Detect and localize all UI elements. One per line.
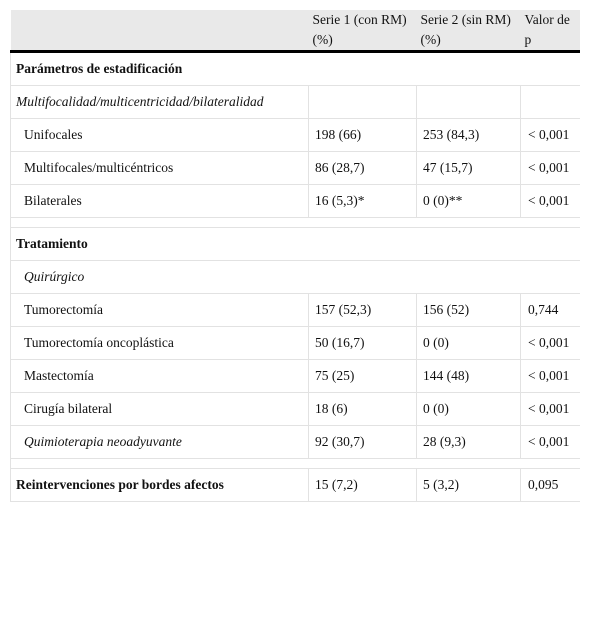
header-cell: Valor de p	[520, 10, 580, 53]
row-label: Reintervenciones por bordes afectos	[10, 468, 309, 502]
empty-cell	[416, 85, 521, 119]
table-row: Parámetros de estadificación	[10, 51, 580, 86]
value-cell: < 0,001	[520, 184, 580, 218]
value-cell: 0 (0)**	[416, 184, 521, 218]
value-cell: 75 (25)	[308, 359, 417, 393]
row-label: Tumorectomía oncoplástica	[10, 326, 309, 360]
value-cell: 0,095	[520, 468, 580, 502]
data-table: Serie 1 (con RM) (%) Serie 2 (sin RM) (%…	[10, 10, 580, 502]
value-cell: 15 (7,2)	[308, 468, 417, 502]
table-row: Tumorectomía 157 (52,3) 156 (52) 0,744	[10, 293, 580, 327]
value-cell: 5 (3,2)	[416, 468, 521, 502]
empty-cell	[520, 85, 580, 119]
row-label: Quimioterapia neoadyuvante	[10, 425, 309, 459]
value-cell: 0 (0)	[416, 326, 521, 360]
row-label: Parámetros de estadificación	[10, 51, 580, 86]
value-cell: < 0,001	[520, 151, 580, 185]
spacer-cell	[10, 217, 580, 228]
value-cell: 28 (9,3)	[416, 425, 521, 459]
row-label: Tumorectomía	[10, 293, 309, 327]
header-row: Serie 1 (con RM) (%) Serie 2 (sin RM) (%…	[10, 10, 580, 53]
value-cell: 156 (52)	[416, 293, 521, 327]
value-cell: 0 (0)	[416, 392, 521, 426]
value-cell: 18 (6)	[308, 392, 417, 426]
value-cell: < 0,001	[520, 392, 580, 426]
value-cell: 144 (48)	[416, 359, 521, 393]
table-row: Multifocalidad/multicentricidad/bilatera…	[10, 85, 580, 119]
row-label: Mastectomía	[10, 359, 309, 393]
value-cell: 198 (66)	[308, 118, 417, 152]
row-label: Multifocalidad/multicentricidad/bilatera…	[10, 85, 309, 119]
row-label: Multifocales/multicéntricos	[10, 151, 309, 185]
row-label: Quirúrgico	[10, 260, 580, 294]
value-cell: 50 (16,7)	[308, 326, 417, 360]
table-row: Tumorectomía oncoplástica 50 (16,7) 0 (0) <…	[10, 326, 580, 360]
value-cell: 16 (5,3)*	[308, 184, 417, 218]
row-label: Unifocales	[10, 118, 309, 152]
row-label: Cirugía bilateral	[10, 392, 309, 426]
value-cell: < 0,001	[520, 425, 580, 459]
header-cell: Serie 2 (sin RM) (%)	[416, 10, 521, 53]
table-row: Quirúrgico	[10, 260, 580, 294]
table-container: Serie 1 (con RM) (%) Serie 2 (sin RM) (%…	[10, 10, 580, 615]
table-row: Mastectomía 75 (25) 144 (48) < 0,001	[10, 359, 580, 393]
table-row: Unifocales 198 (66) 253 (84,3) < 0,001	[10, 118, 580, 152]
table-body: Parámetros de estadificación Multifocalid…	[10, 51, 580, 502]
value-cell: 92 (30,7)	[308, 425, 417, 459]
table-row: Quimioterapia neoadyuvante 92 (30,7) 28 (9…	[10, 425, 580, 459]
value-cell: < 0,001	[520, 326, 580, 360]
spacer-cell	[10, 458, 580, 469]
value-cell: 0,744	[520, 293, 580, 327]
spacer-row	[10, 458, 580, 469]
table-row: Reintervenciones por bordes afectos 15 (7…	[10, 468, 580, 502]
header-cell: Serie 1 (con RM) (%)	[308, 10, 417, 53]
value-cell: 86 (28,7)	[308, 151, 417, 185]
value-cell: 47 (15,7)	[416, 151, 521, 185]
table-row: Cirugía bilateral 18 (6) 0 (0) < 0,001	[10, 392, 580, 426]
row-label: Bilaterales	[10, 184, 309, 218]
table-row: Bilaterales 16 (5,3)* 0 (0)** < 0,001	[10, 184, 580, 218]
spacer-row	[10, 217, 580, 228]
header-cell	[10, 10, 309, 53]
value-cell: < 0,001	[520, 359, 580, 393]
empty-cell	[308, 85, 417, 119]
table-row: Tratamiento	[10, 227, 580, 261]
row-label: Tratamiento	[10, 227, 580, 261]
value-cell: 157 (52,3)	[308, 293, 417, 327]
value-cell: < 0,001	[520, 118, 580, 152]
table-row: Multifocales/multicéntricos 86 (28,7) 47 (…	[10, 151, 580, 185]
value-cell: 253 (84,3)	[416, 118, 521, 152]
